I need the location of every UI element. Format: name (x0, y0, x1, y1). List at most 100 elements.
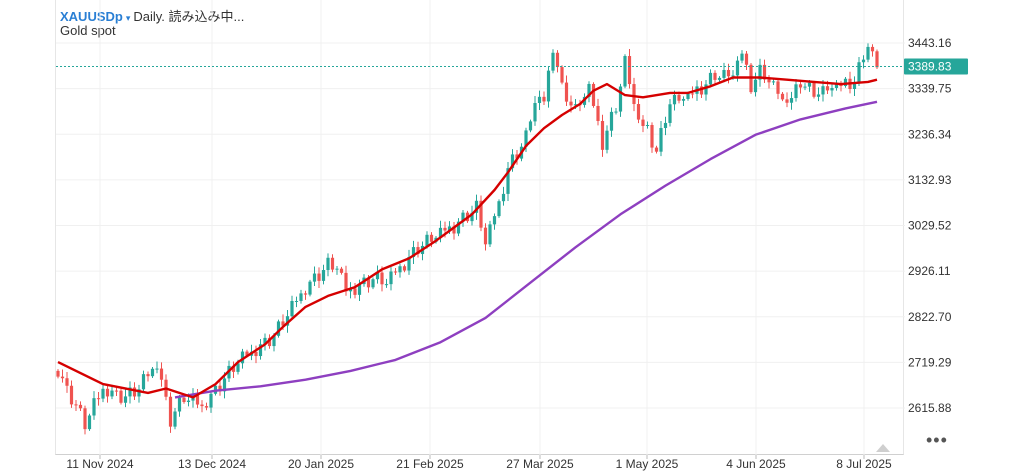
candle-body (299, 293, 303, 301)
candle-body (425, 234, 429, 246)
candle-body (722, 69, 726, 78)
candle-body (546, 70, 551, 102)
symbol-selector[interactable]: XAUUSDp (60, 9, 123, 24)
candle-body (375, 272, 380, 280)
candle-body (353, 288, 357, 295)
candle-body (429, 234, 434, 242)
candle-body (654, 147, 659, 152)
candle-body (339, 268, 344, 273)
candle-body (78, 404, 83, 409)
chart-subtitle: Gold spot (60, 23, 116, 38)
candle-body (303, 293, 308, 295)
candle-body (564, 82, 569, 102)
candle-body (146, 374, 150, 377)
candle-body (780, 93, 785, 100)
candle-body (128, 387, 132, 397)
candle-body (708, 72, 713, 85)
candle-body (825, 86, 830, 91)
candle-body (798, 84, 803, 88)
y-tick-label: 3443.16 (908, 36, 952, 50)
candle-body (222, 378, 227, 392)
candle-body (348, 288, 353, 292)
candle-body (771, 81, 776, 83)
candle-body (600, 120, 605, 150)
candle-body (267, 337, 272, 347)
candle-body (344, 272, 348, 292)
candle-body (74, 404, 78, 406)
candle-body (789, 98, 794, 103)
candle-body (119, 390, 123, 403)
candle-body (668, 104, 672, 123)
chevron-down-icon[interactable]: ▾ (125, 13, 131, 23)
candle-body (807, 82, 812, 87)
candle-body (857, 62, 861, 83)
candle-body (177, 397, 182, 412)
candle-body (663, 122, 668, 129)
y-tick-label: 2822.70 (908, 310, 952, 324)
candle-body (195, 394, 200, 405)
candle-body (641, 119, 645, 126)
candle-body (447, 226, 452, 231)
candle-body (501, 193, 506, 202)
candle-body (537, 96, 542, 103)
candle-body (141, 374, 146, 390)
candle-body (393, 271, 398, 273)
candle-body (560, 67, 564, 83)
x-tick-label: 8 Jul 2025 (836, 457, 892, 471)
candle-body (627, 56, 632, 85)
candle-body (533, 102, 537, 122)
candle-body (294, 300, 299, 302)
candle-body (681, 98, 686, 101)
candle-body (852, 82, 857, 89)
y-tick-label: 2719.29 (908, 355, 952, 369)
candle-body (861, 59, 866, 63)
candle-body (479, 200, 483, 228)
x-tick-label: 21 Feb 2025 (396, 457, 464, 471)
chart-status: Daily. 読み込み中... (133, 9, 245, 24)
candle-body (762, 64, 767, 80)
candle-body (173, 411, 177, 427)
candle-body (92, 398, 96, 416)
candle-body (830, 87, 834, 91)
candle-body (65, 378, 69, 386)
more-options-icon[interactable]: ••• (926, 430, 948, 450)
candle-body (555, 52, 560, 68)
candle-body (308, 281, 312, 295)
scroll-marker-icon (876, 444, 890, 452)
candle-body (263, 337, 267, 345)
candle-body (56, 370, 60, 377)
candle-body (591, 83, 596, 106)
y-tick-label: 2926.11 (908, 264, 951, 278)
candle-body (312, 273, 317, 282)
candle-body (524, 130, 528, 147)
candle-body (735, 60, 740, 76)
current-price-badge (904, 58, 968, 75)
candle-body (726, 69, 731, 77)
candle-body (276, 321, 281, 336)
candle-body (452, 226, 456, 234)
x-tick-label: 27 Mar 2025 (506, 457, 574, 471)
candle-body (623, 56, 627, 87)
candle-body (731, 75, 735, 77)
candle-body (254, 351, 258, 357)
candle-body (510, 154, 515, 169)
current-price-label: 3389.83 (908, 60, 952, 74)
candle-body (753, 79, 758, 93)
candle-body (240, 351, 245, 364)
chart-area[interactable] (55, 0, 904, 455)
candle-body (150, 368, 155, 377)
candle-body (758, 64, 762, 80)
candle-body (105, 388, 110, 397)
candle-body (614, 111, 618, 113)
candle-body (542, 96, 546, 102)
candle-body (123, 396, 128, 403)
candle-body (326, 257, 330, 271)
candle-body (794, 84, 798, 99)
candle-body (290, 301, 294, 317)
candle-body (636, 104, 641, 120)
candle-body (186, 400, 191, 403)
y-tick-label: 3236.34 (908, 127, 952, 141)
x-tick-label: 20 Jan 2025 (288, 457, 354, 471)
candle-body (488, 224, 492, 245)
